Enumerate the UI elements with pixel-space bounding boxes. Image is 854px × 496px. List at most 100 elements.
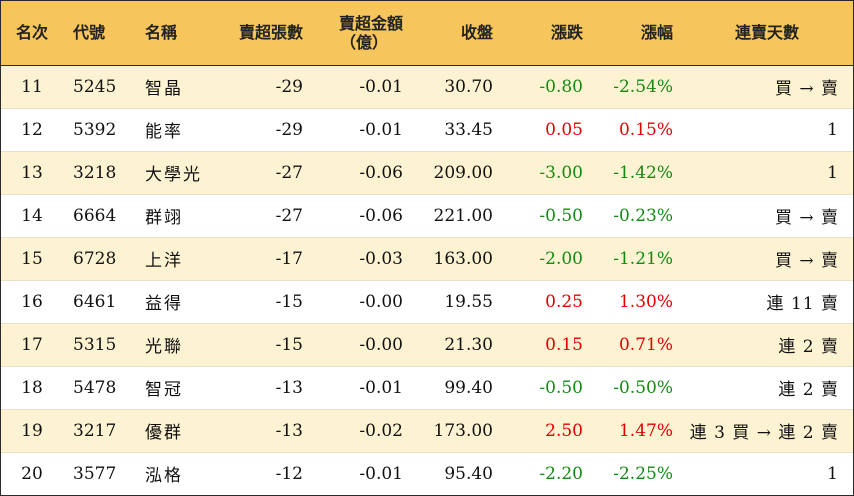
cell-change-pct: -0.23% [591, 193, 681, 237]
cell-rank: 16 [1, 279, 63, 323]
cell-net-sell-lots: -15 [211, 322, 311, 366]
table-row: 12 5392 能率 -29 -0.01 33.45 0.05 0.15% 1 [1, 107, 853, 151]
cell-code: 3577 [63, 451, 135, 495]
cell-name: 上洋 [135, 236, 211, 280]
cell-change-pct: -1.42% [591, 150, 681, 194]
cell-streak: 連 2 賣 [681, 365, 853, 409]
header-close: 收盤 [411, 1, 501, 66]
cell-change: -3.00 [501, 150, 591, 194]
cell-change: -0.50 [501, 365, 591, 409]
cell-net-sell-amount: -0.03 [311, 236, 411, 280]
cell-close: 21.30 [411, 322, 501, 366]
cell-rank: 14 [1, 193, 63, 237]
cell-streak: 1 [681, 451, 853, 495]
table-row: 18 5478 智冠 -13 -0.01 99.40 -0.50 -0.50% 連 2 賣 [1, 365, 853, 409]
cell-code: 6664 [63, 193, 135, 237]
table-row: 16 6461 益得 -15 -0.00 19.55 0.25 1.30% 連 11 賣 [1, 279, 853, 323]
cell-change: -2.20 [501, 451, 591, 495]
cell-net-sell-lots: -29 [211, 64, 311, 108]
cell-name: 智晶 [135, 64, 211, 108]
cell-net-sell-amount: -0.01 [311, 64, 411, 108]
cell-close: 163.00 [411, 236, 501, 280]
cell-rank: 13 [1, 150, 63, 194]
cell-net-sell-lots: -29 [211, 107, 311, 151]
cell-code: 3217 [63, 408, 135, 452]
cell-streak: 買 → 賣 [681, 64, 853, 108]
table-row: 20 3577 泓格 -12 -0.01 95.40 -2.20 -2.25% 1 [1, 451, 853, 495]
cell-streak: 連 11 賣 [681, 279, 853, 323]
cell-net-sell-amount: -0.01 [311, 451, 411, 495]
cell-close: 95.40 [411, 451, 501, 495]
cell-change: 2.50 [501, 408, 591, 452]
table-row: 19 3217 優群 -13 -0.02 173.00 2.50 1.47% 連 3 買 → 連… [1, 408, 853, 452]
header-net-sell-amount-unit: （億） [339, 32, 388, 52]
table-row: 17 5315 光聯 -15 -0.00 21.30 0.15 0.71% 連 2 賣 [1, 322, 853, 366]
header-net-sell-lots: 賣超張數 [211, 1, 311, 66]
cell-change: 0.15 [501, 322, 591, 366]
cell-change: 0.05 [501, 107, 591, 151]
cell-net-sell-amount: -0.06 [311, 193, 411, 237]
cell-close: 99.40 [411, 365, 501, 409]
cell-close: 221.00 [411, 193, 501, 237]
cell-streak: 連 2 賣 [681, 322, 853, 366]
table-row: 15 6728 上洋 -17 -0.03 163.00 -2.00 -1.21% 買 → 賣 [1, 236, 853, 280]
cell-code: 5245 [63, 64, 135, 108]
cell-code: 6461 [63, 279, 135, 323]
cell-close: 173.00 [411, 408, 501, 452]
cell-change-pct: 0.15% [591, 107, 681, 151]
cell-net-sell-amount: -0.00 [311, 279, 411, 323]
cell-change-pct: -2.25% [591, 451, 681, 495]
cell-close: 33.45 [411, 107, 501, 151]
cell-change: 0.25 [501, 279, 591, 323]
header-net-sell-amount-line1: 賣超金額 [338, 13, 403, 33]
cell-change-pct: 1.30% [591, 279, 681, 323]
cell-close: 19.55 [411, 279, 501, 323]
cell-rank: 18 [1, 365, 63, 409]
header-row: 名次 代號 名稱 賣超張數 賣超金額 （億） 收盤 漲跌 漲幅 連賣天數 [1, 1, 853, 66]
cell-rank: 15 [1, 236, 63, 280]
cell-net-sell-lots: -27 [211, 150, 311, 194]
header-code: 代號 [63, 1, 135, 66]
cell-change-pct: -1.21% [591, 236, 681, 280]
table-row: 11 5245 智晶 -29 -0.01 30.70 -0.80 -2.54% 買 → 賣 [1, 64, 853, 108]
table-body: 11 5245 智晶 -29 -0.01 30.70 -0.80 -2.54% 買 → 賣 12 5… [1, 64, 853, 495]
cell-streak: 1 [681, 107, 853, 151]
cell-rank: 12 [1, 107, 63, 151]
header-change: 漲跌 [501, 1, 591, 66]
cell-code: 5478 [63, 365, 135, 409]
cell-name: 群翊 [135, 193, 211, 237]
cell-net-sell-amount: -0.00 [311, 322, 411, 366]
cell-net-sell-amount: -0.01 [311, 107, 411, 151]
cell-net-sell-lots: -17 [211, 236, 311, 280]
cell-name: 能率 [135, 107, 211, 151]
cell-name: 大學光 [135, 150, 211, 194]
cell-code: 5315 [63, 322, 135, 366]
cell-net-sell-lots: -15 [211, 279, 311, 323]
cell-name: 智冠 [135, 365, 211, 409]
cell-change: -2.00 [501, 236, 591, 280]
header-change-pct: 漲幅 [591, 1, 681, 66]
header-name: 名稱 [135, 1, 211, 66]
cell-change-pct: 0.71% [591, 322, 681, 366]
cell-rank: 19 [1, 408, 63, 452]
cell-net-sell-amount: -0.02 [311, 408, 411, 452]
cell-change-pct: 1.47% [591, 408, 681, 452]
cell-streak: 連 3 買 → 連 2 賣 [681, 408, 853, 452]
header-net-sell-amount: 賣超金額 （億） [311, 1, 411, 66]
cell-name: 泓格 [135, 451, 211, 495]
header-streak: 連賣天數 [681, 1, 853, 66]
cell-net-sell-lots: -13 [211, 408, 311, 452]
cell-streak: 買 → 賣 [681, 236, 853, 280]
cell-net-sell-lots: -12 [211, 451, 311, 495]
cell-change: -0.50 [501, 193, 591, 237]
table-row: 13 3218 大學光 -27 -0.06 209.00 -3.00 -1.42% 1 [1, 150, 853, 194]
cell-net-sell-amount: -0.01 [311, 365, 411, 409]
cell-change: -0.80 [501, 64, 591, 108]
cell-change-pct: -0.50% [591, 365, 681, 409]
cell-rank: 17 [1, 322, 63, 366]
cell-code: 3218 [63, 150, 135, 194]
cell-net-sell-amount: -0.06 [311, 150, 411, 194]
cell-net-sell-lots: -27 [211, 193, 311, 237]
